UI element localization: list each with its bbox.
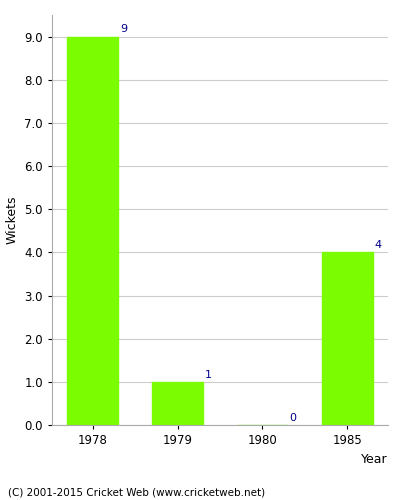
- Text: 9: 9: [120, 24, 127, 34]
- Text: 1: 1: [205, 370, 212, 380]
- Bar: [67, 36, 118, 425]
- Bar: [322, 252, 373, 425]
- Text: (C) 2001-2015 Cricket Web (www.cricketweb.net): (C) 2001-2015 Cricket Web (www.cricketwe…: [8, 488, 265, 498]
- Text: 0: 0: [290, 413, 296, 423]
- Text: 4: 4: [374, 240, 382, 250]
- Bar: [152, 382, 203, 425]
- X-axis label: Year: Year: [361, 452, 388, 466]
- Y-axis label: Wickets: Wickets: [6, 196, 19, 244]
